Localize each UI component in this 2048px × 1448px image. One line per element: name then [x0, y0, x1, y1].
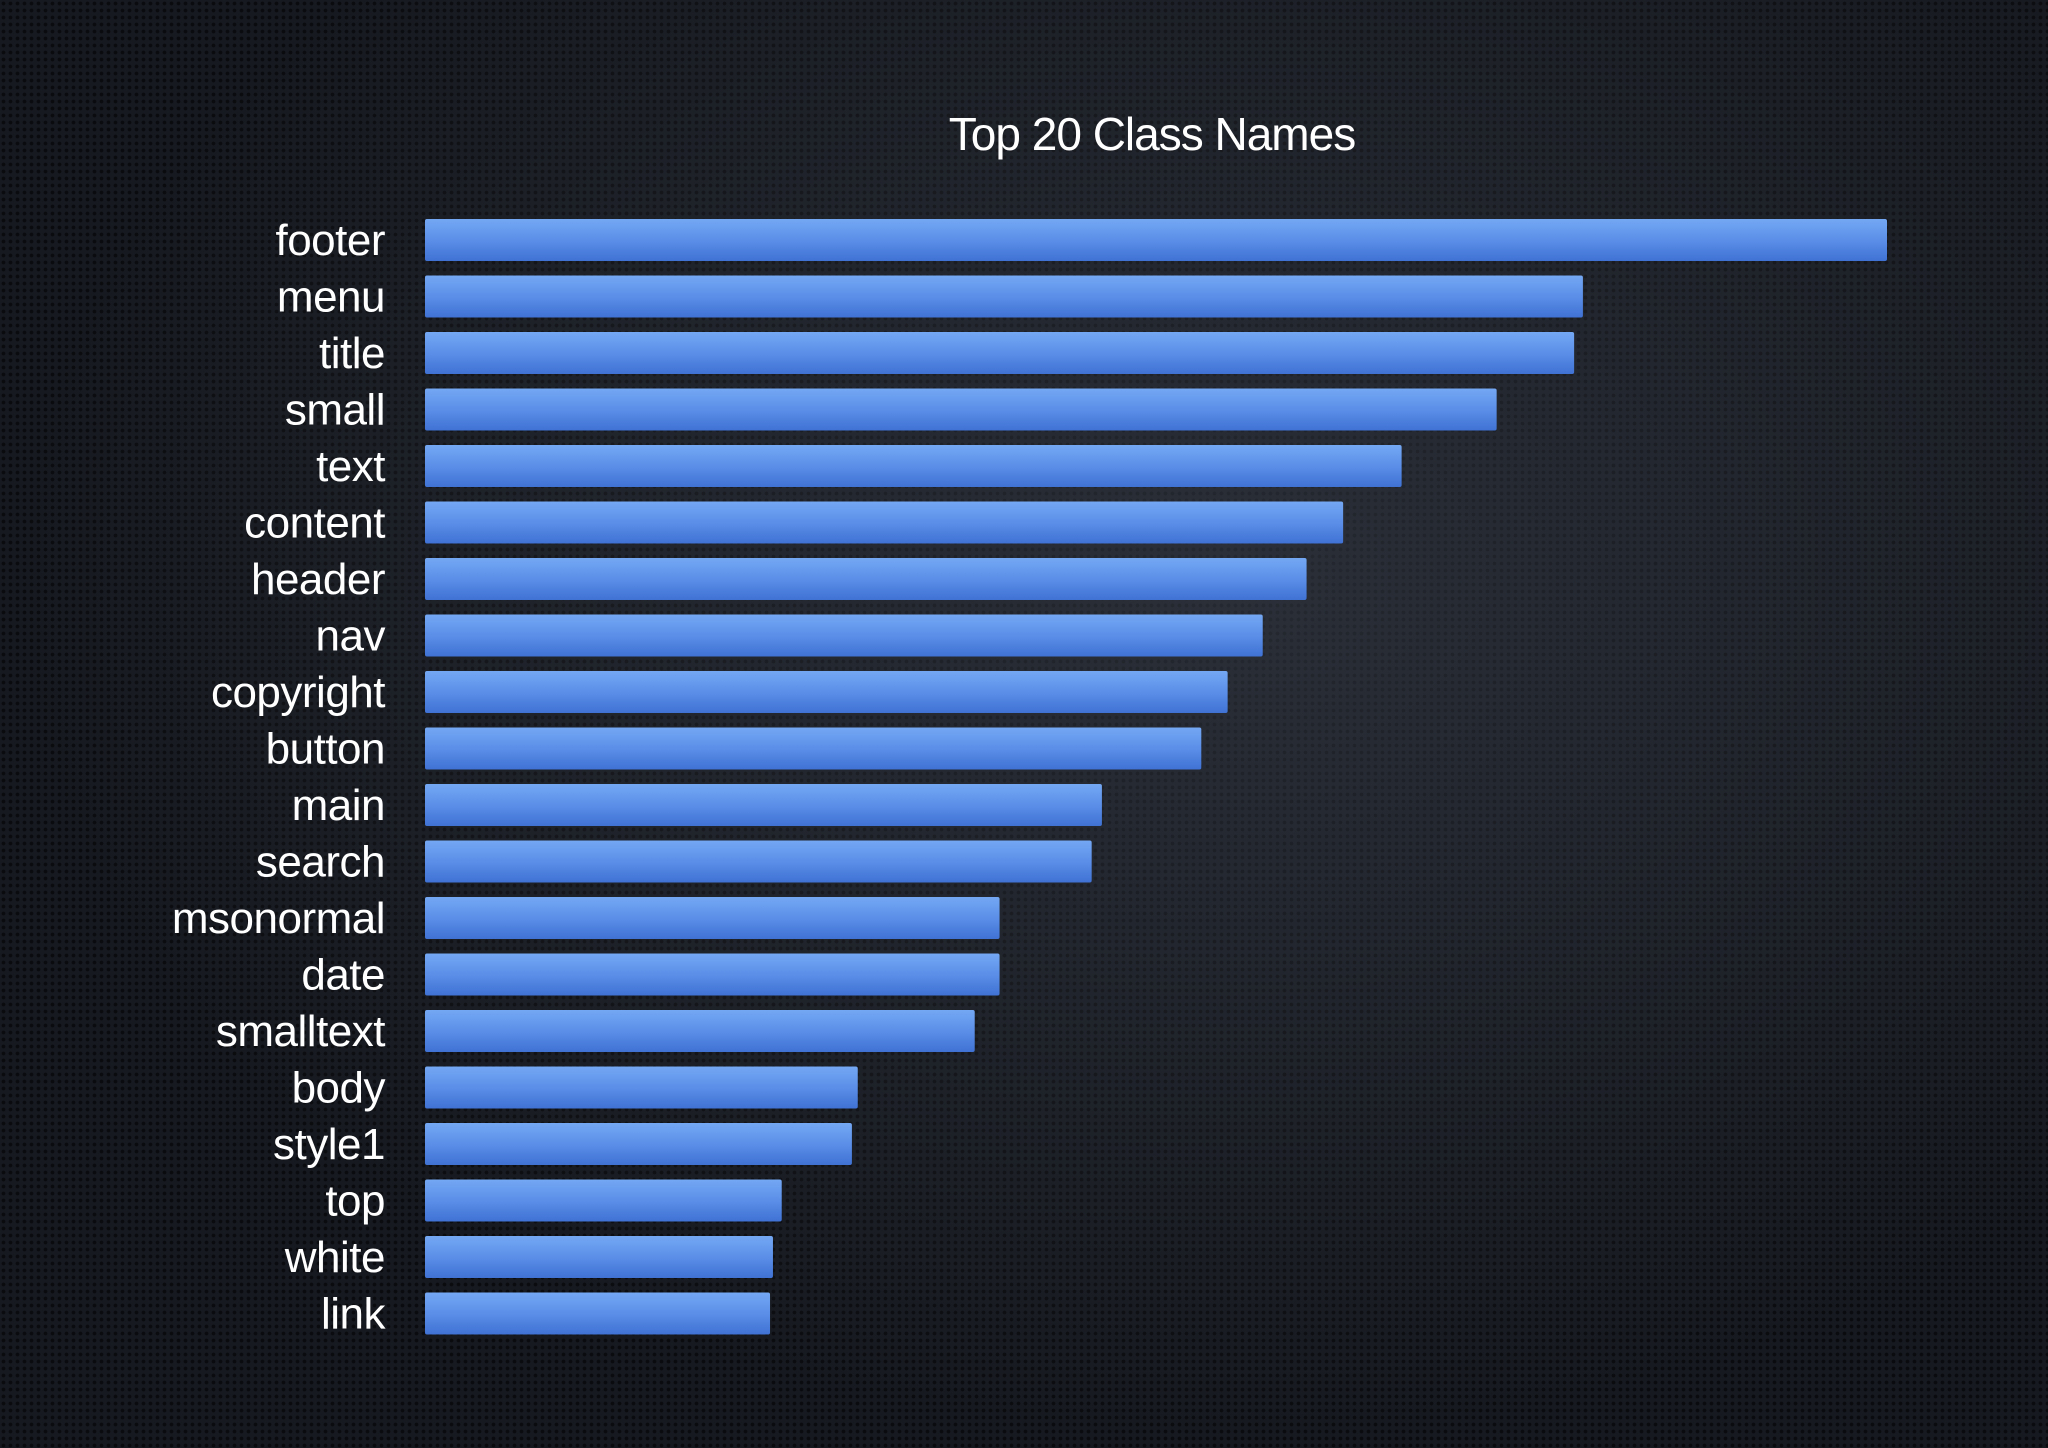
bar-menu	[425, 275, 1583, 318]
category-label-menu: menu	[277, 273, 385, 322]
category-label-main: main	[292, 781, 385, 830]
chart-title: Top 20 Class Names	[949, 108, 1355, 160]
bar-white	[425, 1236, 773, 1278]
bar-text	[425, 445, 1402, 487]
bar-small	[425, 388, 1497, 431]
category-label-smalltext: smalltext	[216, 1007, 385, 1056]
category-label-content: content	[244, 499, 385, 548]
category-label-title: title	[319, 329, 385, 378]
bar-button	[425, 727, 1202, 770]
category-label-style1: style1	[273, 1120, 385, 1169]
category-label-date: date	[301, 951, 385, 1000]
category-label-msonormal: msonormal	[172, 894, 385, 943]
bar-copyright	[425, 671, 1228, 713]
bar-nav	[425, 614, 1263, 657]
bar-title	[425, 332, 1575, 374]
bar-footer	[425, 219, 1887, 261]
category-label-link: link	[321, 1290, 387, 1339]
bar-header	[425, 558, 1307, 600]
bar-style1	[425, 1123, 852, 1165]
category-label-footer: footer	[275, 216, 385, 265]
category-label-body: body	[292, 1064, 386, 1113]
bar-main	[425, 784, 1102, 826]
category-label-top: top	[325, 1177, 385, 1226]
bar-link	[425, 1292, 771, 1335]
bar-body	[425, 1066, 858, 1109]
category-label-small: small	[285, 386, 385, 435]
bar-search	[425, 840, 1092, 883]
category-label-header: header	[251, 555, 385, 604]
category-label-text: text	[316, 442, 385, 491]
bar-msonormal	[425, 897, 1000, 939]
bar-smalltext	[425, 1010, 975, 1052]
category-label-copyright: copyright	[211, 668, 385, 717]
bar-date	[425, 953, 1000, 996]
category-label-button: button	[266, 725, 385, 774]
bars-layer	[425, 219, 1887, 1335]
category-label-search: search	[256, 838, 385, 887]
bar-top	[425, 1179, 782, 1222]
category-label-white: white	[284, 1233, 385, 1282]
category-label-nav: nav	[316, 612, 386, 661]
category-labels: footermenutitlesmalltextcontentheadernav…	[172, 216, 387, 1339]
bar-content	[425, 501, 1344, 544]
